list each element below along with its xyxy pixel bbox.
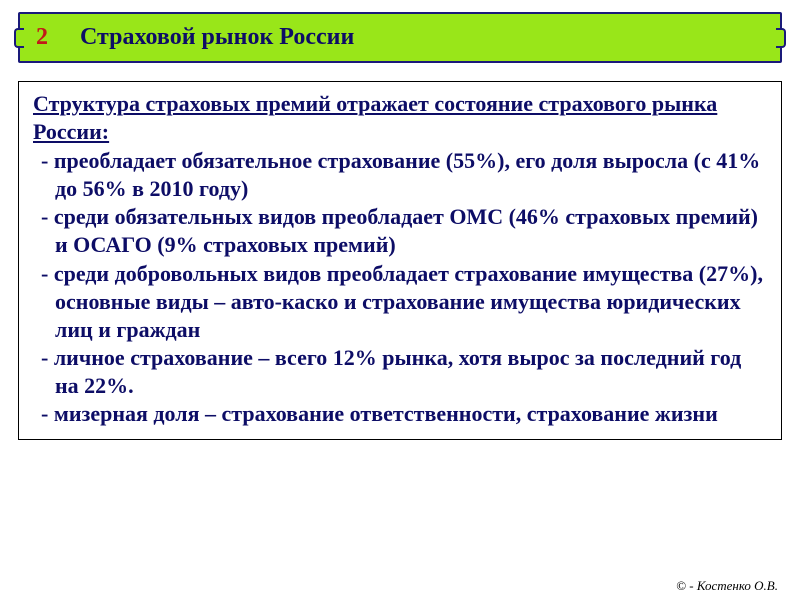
list-item: среди добровольных видов преобладает стр… (33, 260, 767, 344)
list-item: мизерная доля – страхование ответственно… (33, 400, 767, 428)
header-number: 2 (36, 24, 48, 51)
header-title: Страховой рынок России (80, 24, 354, 51)
list-item: преобладает обязательное страхование (55… (33, 147, 767, 203)
bullet-list: преобладает обязательное страхование (55… (33, 147, 767, 429)
list-item: личное страхование – всего 12% рынка, хо… (33, 344, 767, 400)
copyright-text: © - Костенко О.В. (676, 578, 778, 594)
content-box: Структура страховых премий отражает сост… (18, 81, 782, 440)
list-item: среди обязательных видов преобладает ОМС… (33, 203, 767, 259)
header-banner: 2 Страховой рынок России (18, 12, 782, 63)
content-heading: Структура страховых премий отражает сост… (33, 90, 767, 145)
